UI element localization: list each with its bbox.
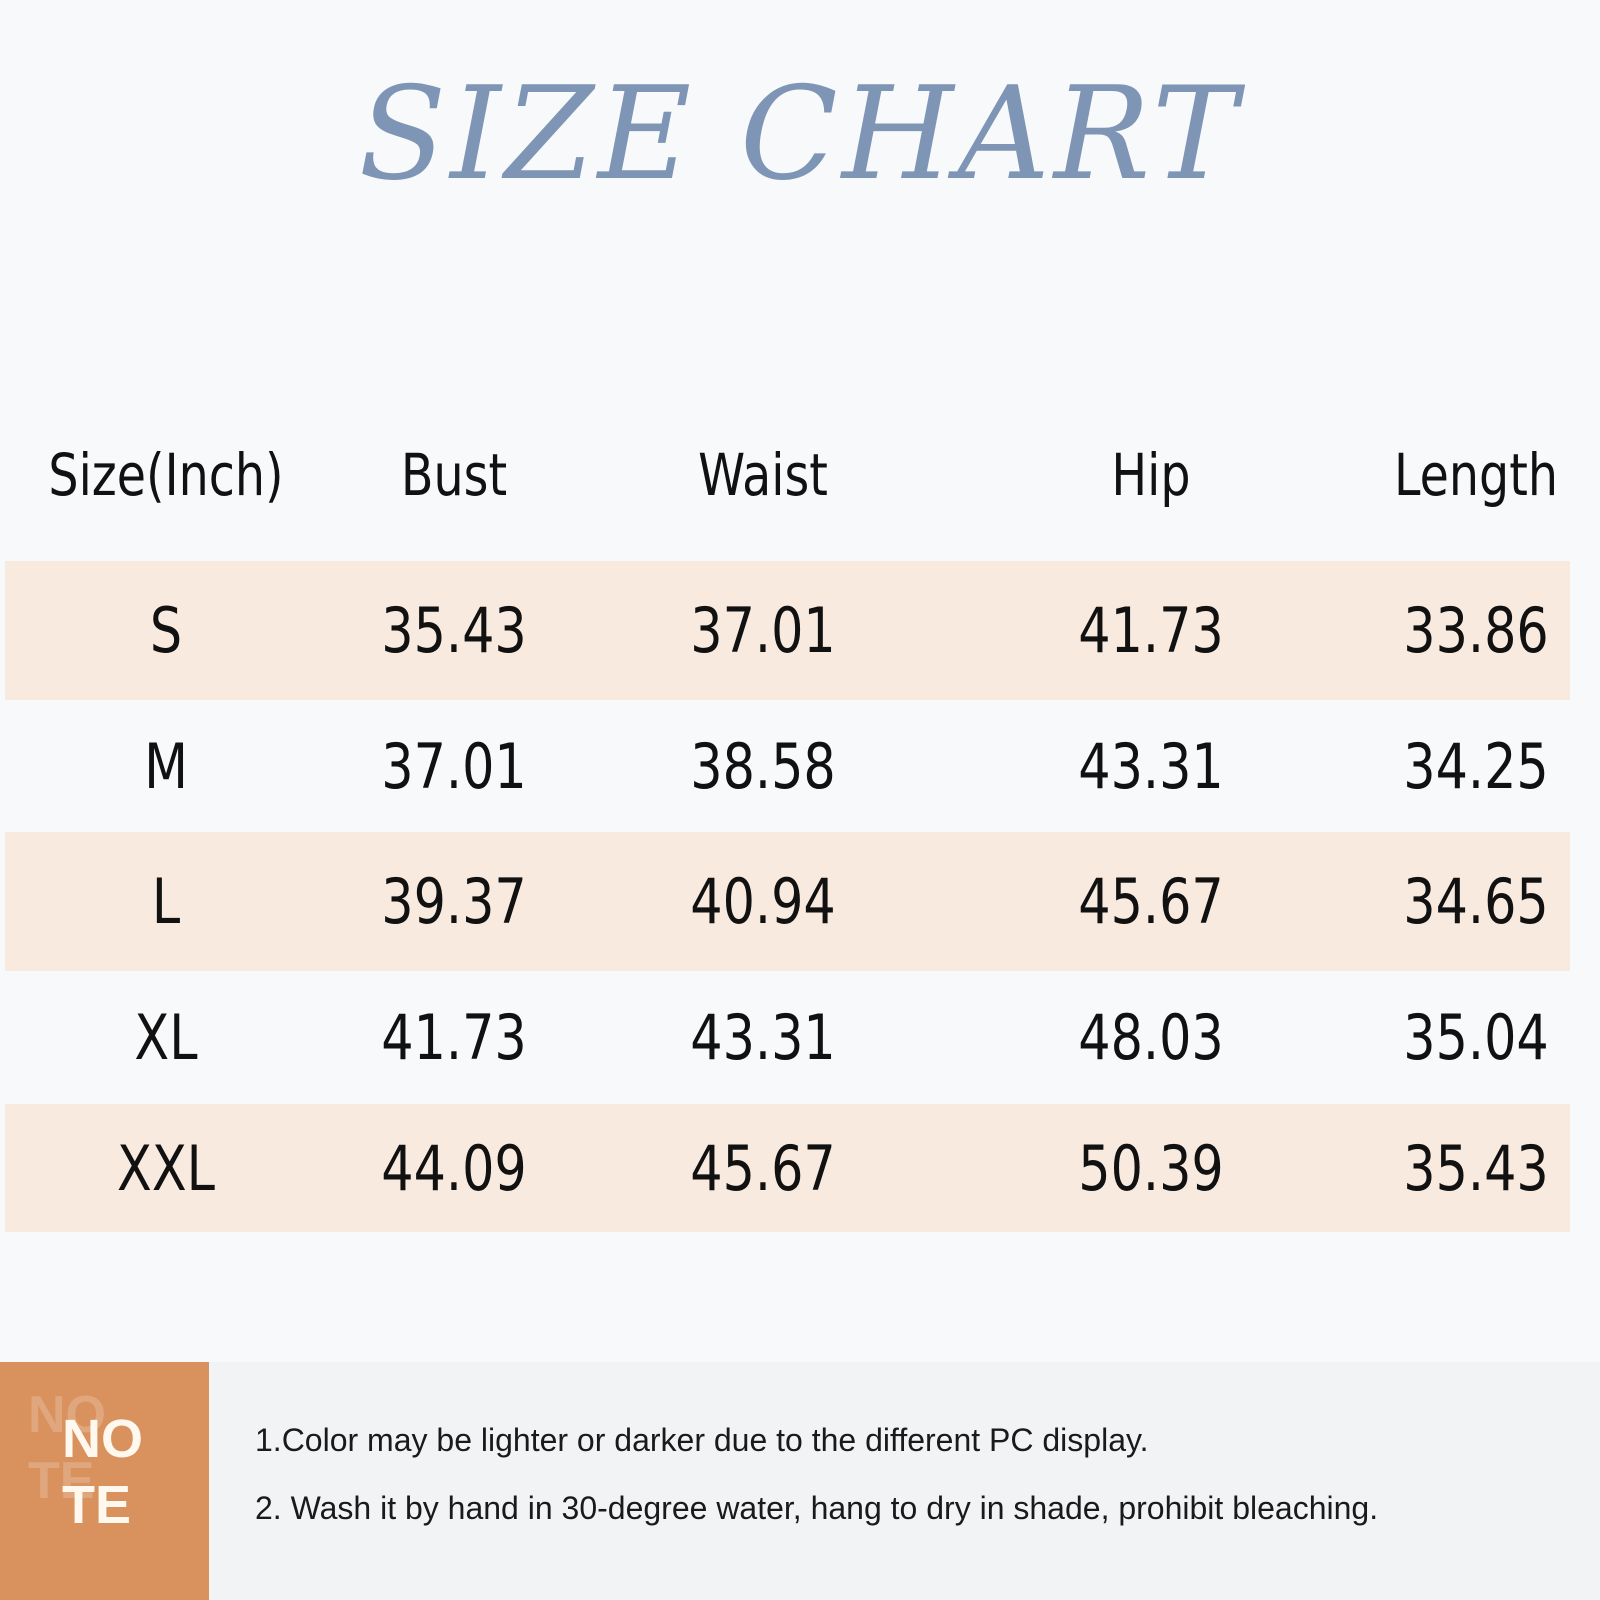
table-row: XL 41.73 43.31 48.03 35.04 (5, 971, 1570, 1104)
cell-waist: 45.67 (690, 1131, 836, 1205)
cell-waist: 40.94 (690, 865, 836, 938)
cell-length: 33.86 (1403, 594, 1549, 667)
table-row: XXL 44.09 45.67 50.39 35.43 (5, 1104, 1570, 1232)
cell-hip: 41.73 (1078, 594, 1224, 667)
note-ghost-text: NO TE (28, 1386, 106, 1510)
cell-hip: 43.31 (1078, 729, 1224, 803)
cell-hip: 48.03 (1078, 1001, 1224, 1074)
cell-size: L (151, 865, 181, 938)
table-row: M 37.01 38.58 43.31 34.25 (5, 700, 1570, 832)
header-bust: Bust (400, 441, 508, 509)
cell-size: S (149, 594, 183, 667)
cell-waist: 43.31 (690, 1001, 836, 1074)
header-waist: Waist (698, 441, 828, 509)
table-row: L 39.37 40.94 45.67 34.65 (5, 832, 1570, 971)
cell-length: 35.43 (1403, 1131, 1549, 1205)
cell-bust: 37.01 (381, 729, 527, 803)
cell-bust: 44.09 (381, 1131, 527, 1205)
page-title: SIZE CHART (358, 60, 1242, 209)
cell-bust: 41.73 (381, 1001, 527, 1074)
note-line-1: 1.Color may be lighter or darker due to … (255, 1422, 1149, 1458)
cell-size: M (144, 729, 188, 803)
table-header: Size(Inch) Bust Waist Hip Length (5, 425, 1570, 525)
header-size: Size(Inch) (48, 441, 284, 509)
cell-waist: 38.58 (690, 729, 836, 803)
cell-bust: 35.43 (381, 594, 527, 667)
cell-size: XL (134, 1001, 198, 1074)
note-section: NO TE NO TE 1.Color may be lighter or dark… (0, 1362, 1600, 1600)
cell-length: 34.65 (1403, 865, 1549, 938)
cell-length: 34.25 (1403, 729, 1549, 803)
header-hip: Hip (1111, 441, 1191, 509)
header-length: Length (1393, 441, 1559, 509)
cell-size: XXL (117, 1131, 215, 1205)
note-label: NO TE (62, 1409, 143, 1535)
note-line-2: 2. Wash it by hand in 30-degree water, h… (255, 1490, 1379, 1526)
cell-length: 35.04 (1403, 1001, 1549, 1074)
note-badge: NO TE NO TE (0, 1362, 209, 1600)
table-row: S 35.43 37.01 41.73 33.86 (5, 561, 1570, 700)
cell-hip: 50.39 (1078, 1131, 1224, 1205)
cell-waist: 37.01 (690, 594, 836, 667)
cell-bust: 39.37 (381, 865, 527, 938)
cell-hip: 45.67 (1078, 865, 1224, 938)
